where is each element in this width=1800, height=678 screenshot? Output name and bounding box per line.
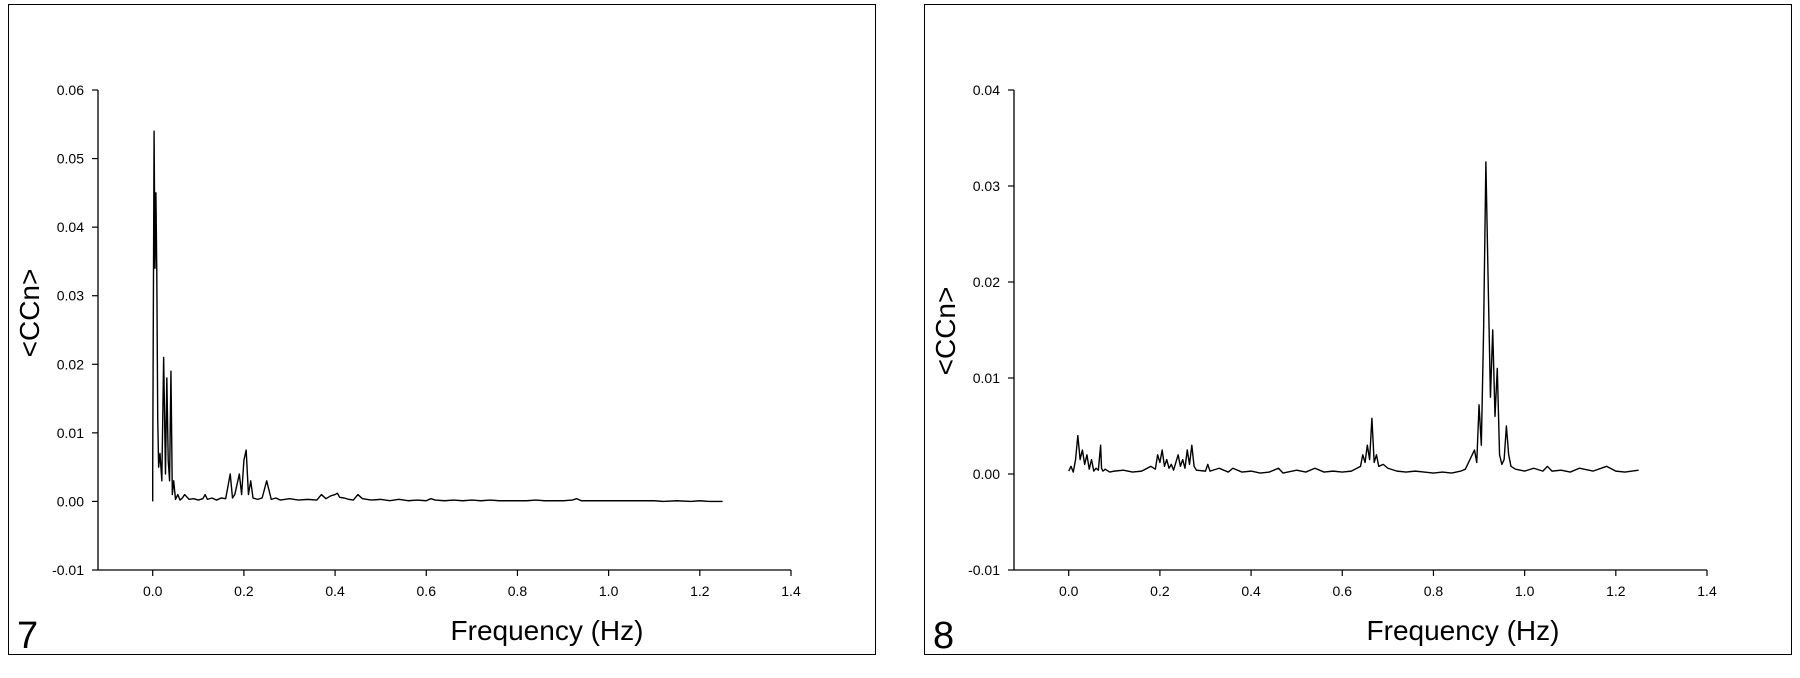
y-tick-label: 0.03 [973, 178, 1000, 194]
x-tick-label: 1.0 [599, 583, 619, 599]
chart-panel-7: -0.01 0.00 0.01 0.02 0.03 0.04 0.05 0.06 0.0 0.2 0… [8, 4, 876, 655]
y-tick-label: 0.03 [57, 288, 84, 304]
x-tick-label: 0.8 [1424, 583, 1444, 599]
y-tick-label: 0.01 [973, 370, 1000, 386]
x-tick-label: 1.0 [1515, 583, 1535, 599]
series-line [1068, 161, 1639, 474]
x-tick-label: 0.2 [1150, 583, 1170, 599]
x-tick-label: 1.4 [1697, 583, 1717, 599]
chart-7-y-axis-title: <CCn> [14, 269, 45, 358]
chart-8-axes [1013, 90, 1707, 571]
x-tick-label: 0.8 [508, 583, 528, 599]
chart-8-marks [1068, 161, 1639, 474]
chart-panel-8: -0.01 0.00 0.01 0.02 0.03 0.04 0.0 0.2 0.4 0.6 0.8… [924, 4, 1792, 655]
y-tick-label: 0.02 [57, 356, 84, 372]
y-tick-label: 0.00 [57, 493, 84, 509]
chart-7-marks [152, 130, 723, 503]
chart-8-panel-number: 8 [933, 615, 954, 654]
x-tick-label: 0.6 [417, 583, 437, 599]
x-tick-label: 1.4 [781, 583, 801, 599]
chart-7-axes [97, 90, 791, 571]
x-tick-label: 1.2 [690, 583, 710, 599]
chart-8-svg: -0.01 0.00 0.01 0.02 0.03 0.04 0.0 0.2 0.4 0.6 0.8… [930, 82, 1717, 654]
chart-7-x-axis-title: Frequency (Hz) [451, 615, 644, 646]
y-tick-label: 0.06 [57, 82, 84, 98]
y-tick-label: 0.04 [57, 219, 84, 235]
chart-7-panel-number: 7 [17, 615, 38, 654]
x-tick-label: 0.6 [1333, 583, 1353, 599]
x-tick-label: 0.2 [234, 583, 254, 599]
x-tick-label: 0.0 [1059, 583, 1079, 599]
y-tick-label: 0.00 [973, 466, 1000, 482]
y-tick-label: 0.01 [57, 425, 84, 441]
y-tick-label: 0.05 [57, 151, 84, 167]
series-line [152, 130, 723, 503]
x-tick-label: 1.2 [1606, 583, 1626, 599]
chart-8-ticks: -0.01 0.00 0.01 0.02 0.03 0.04 0.0 0.2 0.4 0.6 0.8… [968, 82, 1717, 599]
y-tick-label: -0.01 [52, 562, 84, 578]
x-tick-label: 0.0 [143, 583, 163, 599]
chart-7-svg: -0.01 0.00 0.01 0.02 0.03 0.04 0.05 0.06 0.0 0.2 0… [14, 82, 801, 654]
x-tick-label: 0.4 [325, 583, 345, 599]
chart-8-x-axis-title: Frequency (Hz) [1367, 615, 1560, 646]
y-tick-label: -0.01 [968, 562, 1000, 578]
x-tick-label: 0.4 [1241, 583, 1261, 599]
chart-7-ticks: -0.01 0.00 0.01 0.02 0.03 0.04 0.05 0.06 0.0 0.2 0… [52, 82, 801, 599]
chart-8-y-axis-title: <CCn> [930, 287, 961, 376]
y-tick-label: 0.04 [973, 82, 1000, 98]
y-tick-label: 0.02 [973, 274, 1000, 290]
